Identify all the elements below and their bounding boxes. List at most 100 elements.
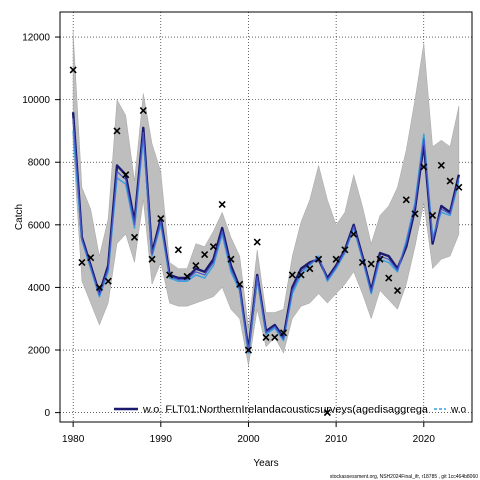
observed-point bbox=[376, 255, 384, 263]
observed-point-stroke bbox=[358, 258, 366, 266]
observed-point-stroke bbox=[411, 210, 419, 218]
observed-point bbox=[297, 271, 305, 279]
observed-point bbox=[218, 200, 226, 209]
observed-point-stroke bbox=[139, 107, 147, 115]
observed-point-stroke bbox=[393, 286, 402, 295]
x-tick-label: 1990 bbox=[150, 434, 173, 445]
observed-point-stroke bbox=[279, 329, 288, 337]
observed-point bbox=[420, 163, 428, 171]
observed-point bbox=[122, 171, 130, 179]
observed-point bbox=[385, 274, 393, 282]
x-tick-label: 2020 bbox=[413, 434, 436, 445]
legend: w.o. FLT01:NorthernIrelandacousticsurvey… bbox=[114, 405, 466, 416]
observed-point-stroke bbox=[341, 246, 349, 254]
observed-point bbox=[174, 246, 182, 254]
observed-point bbox=[393, 286, 402, 295]
observed-point-stroke bbox=[288, 271, 296, 279]
observed-point-stroke bbox=[367, 260, 375, 268]
observed-point bbox=[209, 243, 217, 251]
y-axis: 0 2000 4000 6000 8000 10000 12000 bbox=[22, 33, 60, 419]
x-tick-label: 2010 bbox=[325, 434, 348, 445]
y-tick-label: 4000 bbox=[28, 283, 51, 294]
observed-point-stroke bbox=[95, 283, 104, 291]
confidence-band bbox=[72, 30, 460, 366]
plot-frame bbox=[59, 11, 473, 423]
observed-point bbox=[279, 329, 288, 337]
observed-point-stroke bbox=[166, 271, 174, 279]
y-tick-label: 0 bbox=[44, 408, 50, 419]
y-tick-label: 12000 bbox=[22, 33, 50, 44]
observed-point bbox=[69, 66, 77, 74]
observed-point bbox=[236, 280, 244, 288]
observed-points bbox=[69, 66, 463, 417]
x-axis-title: Years bbox=[253, 458, 278, 469]
observed-point-stroke bbox=[183, 272, 191, 281]
observed-point bbox=[271, 333, 279, 342]
observed-point bbox=[402, 196, 410, 204]
series-lines bbox=[71, 112, 461, 354]
observed-point bbox=[262, 333, 270, 342]
observed-point bbox=[113, 127, 121, 135]
x-tick-label: 1980 bbox=[62, 434, 85, 445]
observed-point bbox=[157, 214, 165, 223]
observed-point-stroke bbox=[69, 66, 77, 74]
observed-point-stroke bbox=[227, 255, 235, 263]
observed-point bbox=[253, 238, 261, 246]
legend-label-series-2: w.o bbox=[450, 405, 466, 416]
observed-point bbox=[455, 183, 463, 191]
y-axis-title: Catch bbox=[14, 204, 25, 230]
observed-point bbox=[437, 161, 445, 169]
x-axis: 1980 1990 2000 2010 2020 bbox=[62, 422, 435, 445]
observed-point bbox=[148, 255, 156, 263]
observed-point bbox=[244, 346, 253, 354]
observed-point bbox=[78, 258, 86, 266]
observed-point-stroke bbox=[385, 274, 393, 282]
y-tick-label: 6000 bbox=[28, 220, 51, 231]
observed-point-stroke bbox=[262, 333, 270, 342]
observed-point-stroke bbox=[402, 196, 410, 204]
observed-point-stroke bbox=[148, 255, 156, 263]
y-tick-label: 2000 bbox=[28, 346, 51, 357]
observed-point-stroke bbox=[323, 409, 331, 417]
observed-point-stroke bbox=[201, 250, 209, 259]
observed-point-stroke bbox=[122, 171, 130, 179]
observed-point bbox=[201, 250, 209, 259]
observed-point bbox=[332, 255, 340, 263]
observed-point-stroke bbox=[253, 238, 261, 246]
observed-point bbox=[130, 233, 139, 241]
observed-point-stroke bbox=[192, 261, 200, 270]
observed-point-stroke bbox=[350, 230, 358, 238]
observed-point bbox=[288, 271, 296, 279]
observed-point-stroke bbox=[130, 233, 139, 241]
observed-point bbox=[227, 255, 235, 263]
observed-point bbox=[350, 230, 358, 238]
observed-point bbox=[323, 409, 331, 417]
observed-point-stroke bbox=[428, 211, 437, 220]
observed-point bbox=[87, 254, 95, 262]
observed-point-stroke bbox=[87, 254, 95, 262]
observed-point-stroke bbox=[113, 127, 121, 135]
observed-point bbox=[139, 107, 147, 115]
observed-point-stroke bbox=[236, 280, 244, 288]
observed-point bbox=[104, 277, 112, 285]
observed-point bbox=[306, 265, 314, 273]
observed-point-stroke bbox=[271, 333, 279, 342]
observed-point-stroke bbox=[376, 255, 384, 263]
observed-point-stroke bbox=[332, 255, 340, 263]
observed-point-stroke bbox=[437, 161, 445, 169]
observed-point bbox=[367, 260, 375, 268]
y-tick-label: 10000 bbox=[22, 95, 50, 106]
observed-point bbox=[341, 246, 349, 254]
observed-point-stroke bbox=[306, 265, 314, 273]
observed-point bbox=[95, 283, 104, 291]
observed-point bbox=[411, 210, 419, 218]
observed-point-stroke bbox=[315, 255, 323, 263]
y-tick-label: 8000 bbox=[28, 158, 51, 169]
observed-point-stroke bbox=[218, 200, 226, 209]
series-line-3 bbox=[72, 118, 460, 353]
observed-point-stroke bbox=[420, 163, 428, 171]
footnote: stockassessment.org, NSH2024Final_ifr, r… bbox=[330, 474, 478, 480]
observed-point bbox=[166, 271, 174, 279]
observed-point-stroke bbox=[244, 346, 253, 354]
